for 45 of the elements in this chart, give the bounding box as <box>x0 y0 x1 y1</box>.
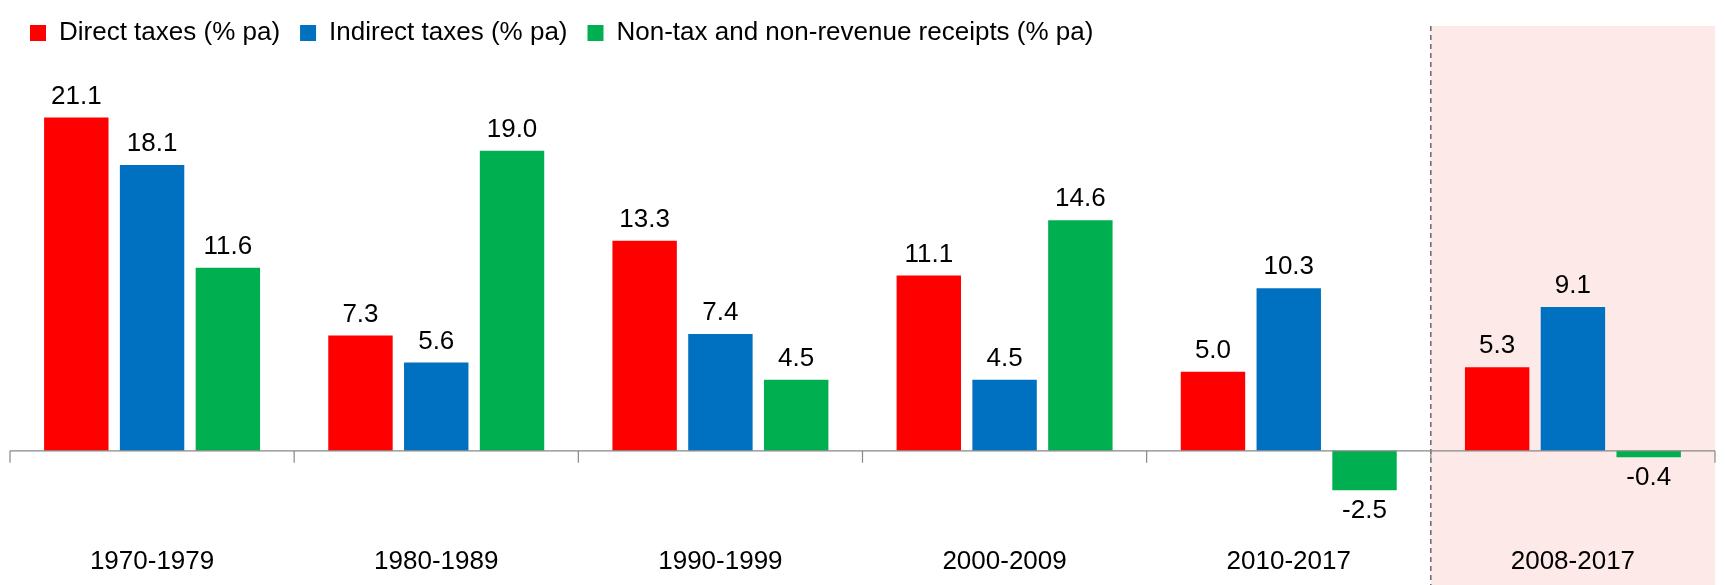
data-label: 11.6 <box>203 229 253 260</box>
data-label: 21.1 <box>51 79 102 110</box>
legend-label: Non-tax and non-revenue receipts (% pa) <box>616 16 1094 47</box>
x-tick-label: 1990-1999 <box>658 544 783 575</box>
bar <box>763 379 829 451</box>
bar <box>1464 367 1530 451</box>
bar <box>1048 220 1113 451</box>
bar <box>1180 371 1246 451</box>
x-tick-label: 1980-1989 <box>374 544 499 575</box>
x-tick-label: 2000-2009 <box>942 544 1067 575</box>
data-label: 9.1 <box>1554 269 1591 300</box>
bar <box>612 240 677 451</box>
bar <box>44 117 109 451</box>
x-tick-label: 2008-2017 <box>1510 544 1636 575</box>
bar <box>119 164 185 451</box>
data-label: -2.5 <box>1342 494 1387 525</box>
data-label: 7.3 <box>342 297 379 328</box>
bar <box>688 333 753 451</box>
data-label: 4.5 <box>778 341 815 372</box>
bar <box>328 335 393 451</box>
data-label: 11.1 <box>904 237 954 268</box>
bar <box>404 362 469 451</box>
data-label: 18.1 <box>126 127 178 158</box>
bar <box>1256 288 1321 451</box>
data-label: 7.4 <box>702 296 739 327</box>
data-label: -0.4 <box>1626 461 1672 492</box>
data-label: 5.0 <box>1194 334 1232 365</box>
data-label: 5.3 <box>1479 329 1516 360</box>
legend-label: Indirect taxes (% pa) <box>329 16 568 47</box>
data-label: 10.3 <box>1263 250 1315 281</box>
bar <box>972 379 1037 451</box>
data-label: 5.6 <box>418 324 455 355</box>
bar <box>1540 307 1606 451</box>
bar <box>195 267 261 451</box>
bar <box>1332 450 1397 491</box>
data-label: 14.6 <box>1055 182 1106 213</box>
bar <box>896 275 962 451</box>
bar <box>1616 450 1681 458</box>
data-label: 4.5 <box>986 341 1023 372</box>
data-label: 13.3 <box>619 202 670 233</box>
x-tick-label: 1970-1979 <box>89 544 215 575</box>
bar <box>479 150 545 451</box>
x-tick-label: 2010-2017 <box>1226 544 1351 575</box>
legend-label: Direct taxes (% pa) <box>59 16 281 47</box>
data-label: 19.0 <box>486 112 538 143</box>
